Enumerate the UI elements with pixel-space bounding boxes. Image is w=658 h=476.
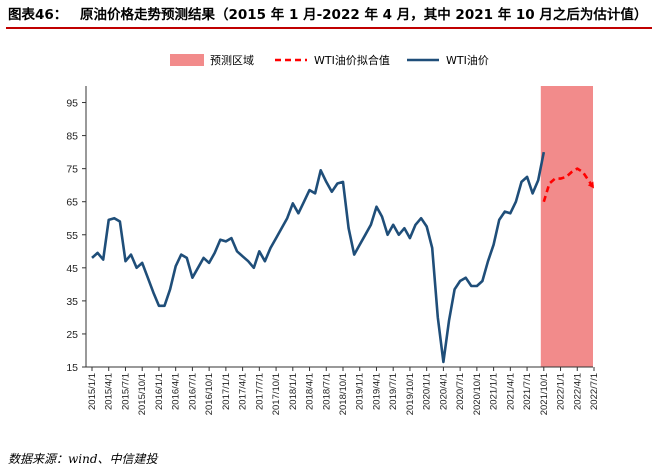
x-tick-label: 2017/4/1 <box>238 373 249 410</box>
x-tick-label: 2018/1/1 <box>288 373 299 410</box>
x-tick-label: 2022/4/1 <box>572 373 583 410</box>
y-tick-label: 45 <box>66 263 78 275</box>
x-tick-label: 2019/4/1 <box>371 373 382 410</box>
x-tick-label: 2019/7/1 <box>388 373 399 410</box>
x-tick-label: 2017/10/1 <box>271 373 282 415</box>
legend-label-wti-price: WTI油价 <box>446 54 489 67</box>
x-tick-label: 2017/7/1 <box>254 373 265 410</box>
x-tick-label: 2021/10/1 <box>539 373 550 415</box>
legend-label-forecast-region: 预测区域 <box>210 54 254 67</box>
x-tick-label: 2019/10/1 <box>405 373 416 415</box>
x-tick-label: 2016/10/1 <box>204 373 215 415</box>
y-tick-label: 85 <box>66 131 78 143</box>
title-divider <box>6 27 652 29</box>
x-tick-label: 2016/4/1 <box>171 373 182 410</box>
figure-title: 图表46： 原油价格走势预测结果（2015 年 1 月-2022 年 4 月，其中… <box>8 6 650 24</box>
legend-label-wti-fitted: WTI油价拟合值 <box>314 54 390 67</box>
y-tick-label: 65 <box>66 197 78 209</box>
x-tick-label: 2018/10/1 <box>338 373 349 415</box>
x-tick-label: 2016/1/1 <box>154 373 165 410</box>
x-tick-label: 2020/7/1 <box>455 373 466 410</box>
y-tick-label: 25 <box>66 329 78 341</box>
figure-caption: 原油价格走势预测结果（2015 年 1 月-2022 年 4 月，其中 2021… <box>80 7 648 23</box>
x-tick-label: 2022/7/1 <box>589 373 600 410</box>
forecast-region <box>540 86 593 367</box>
legend-swatch-wti-fitted <box>275 58 307 62</box>
wti-price-line <box>91 151 546 364</box>
x-tick-label: 2015/7/1 <box>120 373 131 410</box>
x-tick-label: 2018/4/1 <box>305 373 316 410</box>
legend-swatch-wti-price <box>407 58 439 62</box>
x-tick-label: 2020/1/1 <box>422 373 433 410</box>
y-tick-label: 75 <box>66 164 78 176</box>
y-tick-label: 35 <box>66 296 78 308</box>
x-tick-label: 2020/4/1 <box>438 373 449 410</box>
y-tick-label: 15 <box>66 362 78 374</box>
legend-item-wti-fitted: WTI油价拟合值 <box>274 52 390 68</box>
x-tick-label: 2017/1/1 <box>221 373 232 410</box>
x-tick-label: 2016/7/1 <box>187 373 198 410</box>
figure-label: 图表46： <box>8 7 68 23</box>
x-tick-label: 2015/10/1 <box>137 373 148 415</box>
x-tick-label: 2015/4/1 <box>104 373 115 410</box>
y-tick-label: 55 <box>66 230 78 242</box>
chart-legend: 预测区域 WTI油价拟合值 WTI油价 <box>0 50 658 70</box>
line-chart: 15 25 35 45 55 65 75 85 95 2015/1/1 2015/4/1 2015/7… <box>66 86 600 415</box>
data-source-note: 数据来源：wind、中信建投 <box>8 452 158 466</box>
x-tick-label: 2021/7/1 <box>522 373 533 410</box>
x-tick-label: 2019/1/1 <box>355 373 366 410</box>
y-tick-label: 95 <box>66 98 78 110</box>
x-tick-label: 2022/1/1 <box>556 373 567 410</box>
x-tick-label: 2015/1/1 <box>87 373 98 410</box>
x-tick-label: 2021/1/1 <box>489 373 500 410</box>
x-tick-label: 2018/7/1 <box>321 373 332 410</box>
x-tick-label: 2020/10/1 <box>472 373 483 415</box>
legend-item-wti-price: WTI油价 <box>406 52 489 68</box>
x-tick-label: 2021/4/1 <box>505 373 516 410</box>
legend-item-forecast-region: 预测区域 <box>170 52 254 68</box>
legend-swatch-forecast-region <box>170 54 204 66</box>
wti-fitted-line <box>542 167 596 203</box>
wti-fitted-arrowhead <box>587 181 594 189</box>
